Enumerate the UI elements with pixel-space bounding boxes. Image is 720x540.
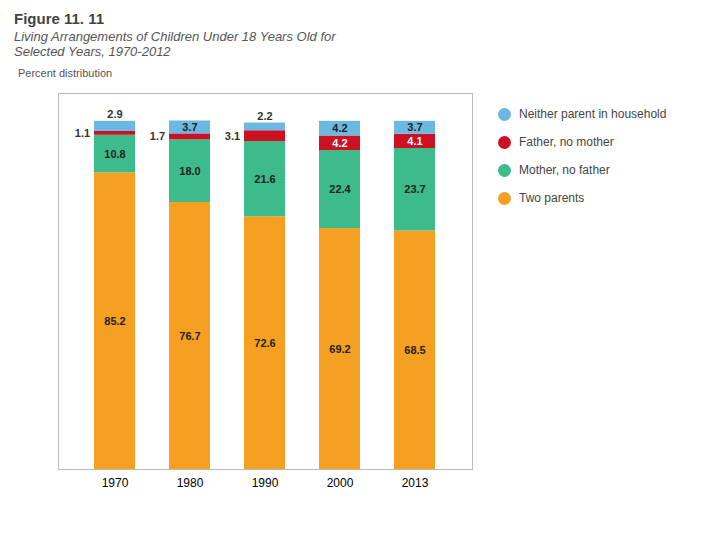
html-text:Father, no mother: Father, no mother [519,135,614,149]
svg-text:4.2: 4.2 [332,122,347,134]
svg-text:2.9: 2.9 [107,108,122,120]
svg-text:23.7: 23.7 [404,183,425,195]
html-text:Figure 11. 11: Figure 11. 11 [14,10,105,27]
html-text:Mother, no father: Mother, no father [519,163,610,177]
svg-text:76.7: 76.7 [179,330,200,342]
svg-text:3.7: 3.7 [182,121,197,133]
svg-text:4.1: 4.1 [407,135,422,147]
svg-text:69.2: 69.2 [329,343,350,355]
svg-text:10.8: 10.8 [104,148,125,160]
svg-text:1990: 1990 [252,476,279,490]
svg-text:22.4: 22.4 [329,183,351,195]
svg-text:1970: 1970 [102,476,129,490]
svg-text:4.2: 4.2 [332,137,347,149]
svg-text:68.5: 68.5 [404,344,425,356]
svg-text:2000: 2000 [327,476,354,490]
svg-text:2013: 2013 [402,476,429,490]
svg-text:3.7: 3.7 [407,121,422,133]
svg-text:1.1: 1.1 [75,127,90,139]
svg-text:85.2: 85.2 [104,315,125,327]
svg-text:21.6: 21.6 [254,173,275,185]
html-text:Living Arrangements of Childre: Living Arrangements of Children Under 18… [14,29,336,59]
svg-text:1.7: 1.7 [150,130,165,142]
svg-text:72.6: 72.6 [254,337,275,349]
svg-text:3.1: 3.1 [225,130,240,142]
html-text:Neither parent in household: Neither parent in household [519,107,667,121]
svg-text:1980: 1980 [177,476,204,490]
svg-text:2.2: 2.2 [257,110,272,122]
html-text:Percent distribution: Percent distribution [18,67,113,79]
html-text:Two parents: Two parents [519,191,585,205]
svg-text:18.0: 18.0 [179,165,200,177]
